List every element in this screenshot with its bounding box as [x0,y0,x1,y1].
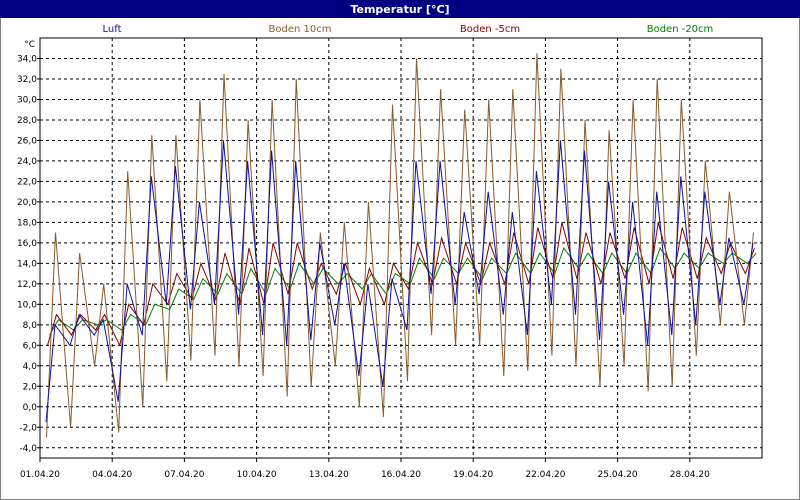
series-line-luft [45,140,754,423]
x-tick-label: 10.04.20 [237,470,277,480]
y-tick-label: 28,0 [17,116,37,126]
y-tick-label: 10,0 [17,300,37,310]
y-tick-label: -4,0 [19,444,37,454]
legend-boden-5cm: Boden -5cm [459,24,521,35]
y-tick-label: 6,0 [23,341,38,351]
x-tick-label: 19.04.20 [453,470,493,480]
legend-boden-20cm: Boden -20cm [646,24,714,35]
y-tick-label: 12,0 [17,280,37,290]
y-tick-label: 8,0 [23,321,38,331]
y-tick-label: 16,0 [17,239,37,249]
series-line-boden-10cm [46,53,754,438]
y-tick-label: 32,0 [17,75,37,85]
y-tick-label: 14,0 [17,259,37,269]
x-tick-label: 04.04.20 [92,470,132,480]
y-tick-label: -2,0 [19,423,37,433]
y-tick-label: 26,0 [17,136,37,146]
y-tick-label: 24,0 [17,157,37,167]
legend-luft: Luft [102,24,122,35]
x-tick-label: 01.04.20 [20,470,60,480]
chart-title: Temperatur [°C] [0,0,800,18]
y-tick-label: 20,0 [17,198,37,208]
x-tick-label: 13.04.20 [309,470,349,480]
x-tick-label: 07.04.20 [164,470,204,480]
y-tick-label: 30,0 [17,95,37,105]
x-tick-label: 22.04.20 [525,470,565,480]
y-tick-label: 2,0 [23,382,38,392]
y-tick-label: 18,0 [17,218,37,228]
y-tick-label: 4,0 [23,362,38,372]
x-tick-label: 16.04.20 [381,470,421,480]
y-tick-label: 0,0 [23,403,38,413]
y-tick-label: 34,0 [17,54,37,64]
legend-boden-10cm: Boden 10cm [268,24,332,35]
y-axis-unit: °C [24,40,35,50]
x-tick-label: 28.04.20 [670,470,710,480]
y-tick-label: 22,0 [17,177,37,187]
x-tick-label: 25.04.20 [598,470,638,480]
